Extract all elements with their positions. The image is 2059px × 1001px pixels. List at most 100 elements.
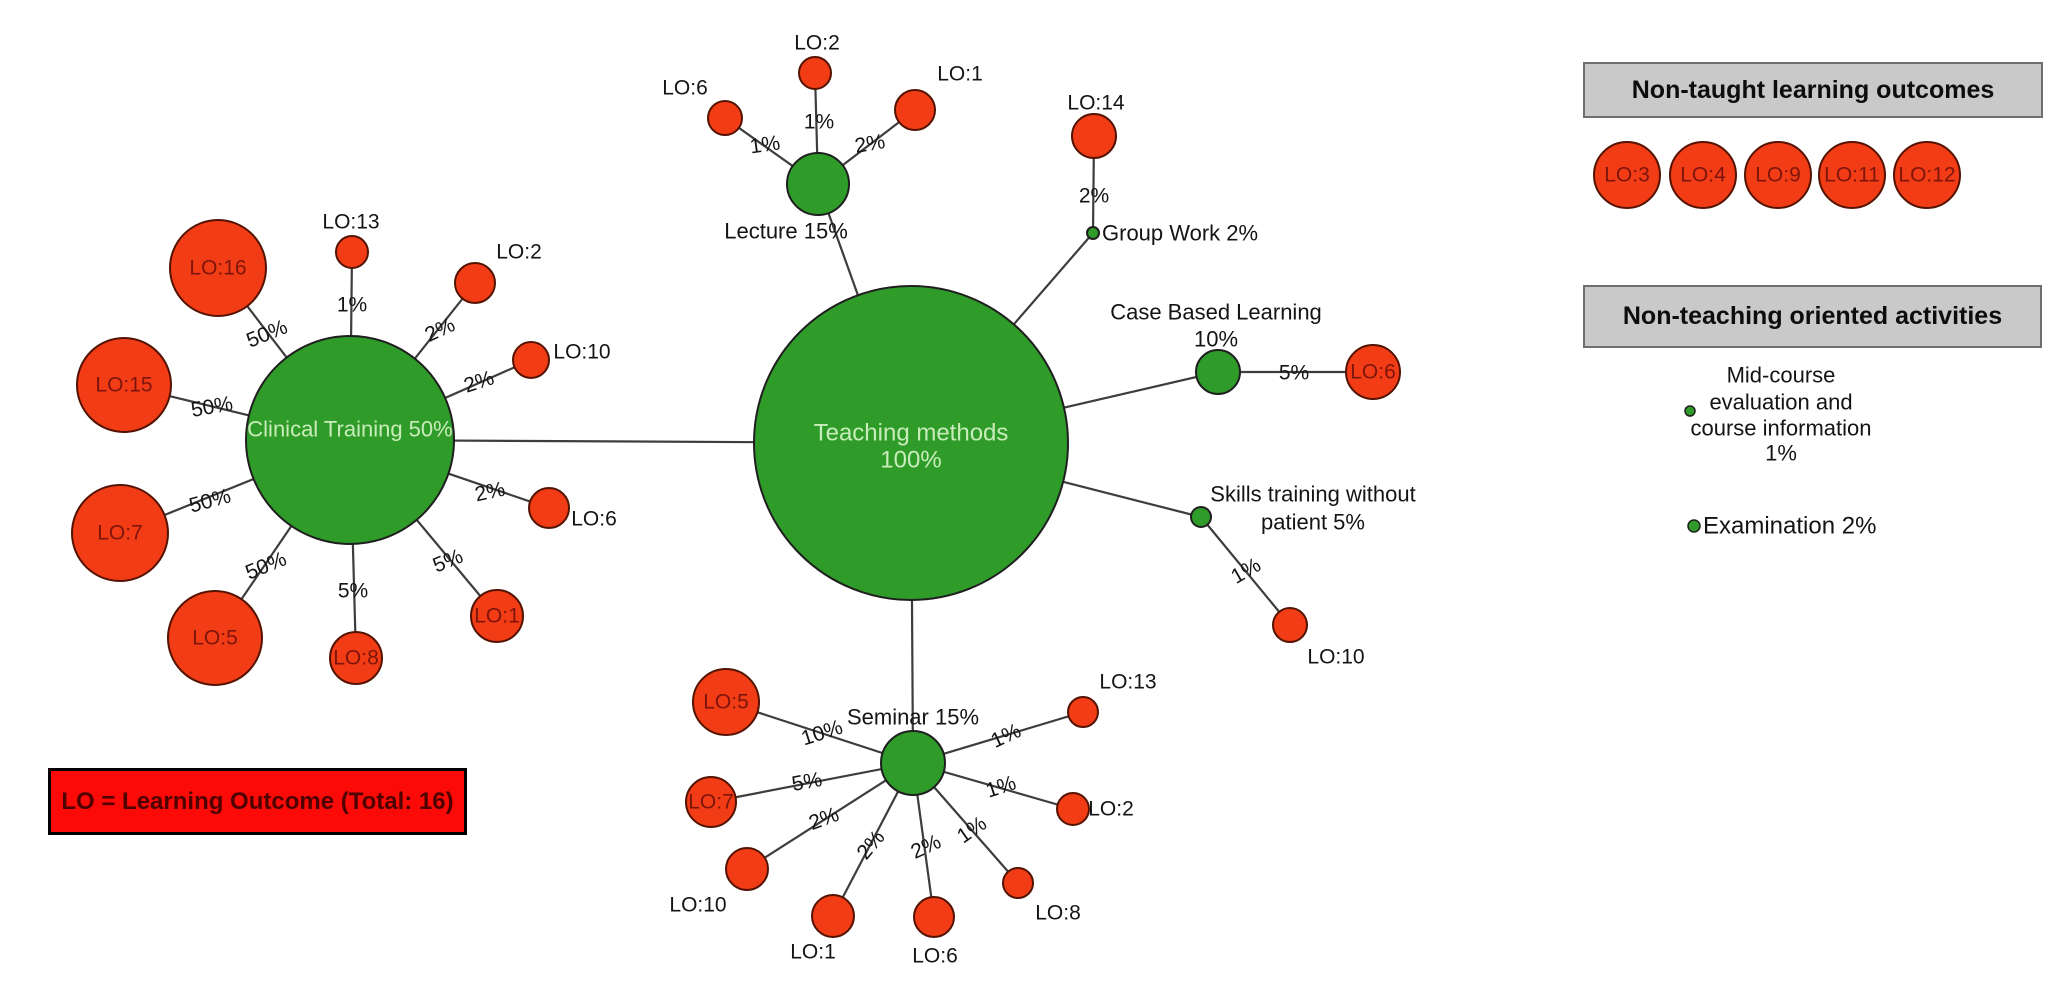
lo-circle-groupwork-lo14 (1071, 113, 1117, 159)
pct-label-clinical-lo5: 50% (242, 547, 290, 584)
legend-activity-text-1: Examination 2% (1703, 513, 1876, 540)
legend-activity-text-0: 1% (1765, 441, 1797, 466)
lo-label-clinical-lo5: LO:5 (192, 627, 238, 650)
lo-circle-clinical-lo1 (470, 589, 524, 643)
pct-label-seminar-lo1: 2% (852, 826, 889, 864)
lo-label-seminar-lo8: LO:8 (1035, 902, 1081, 925)
legend-lo4-label: LO:4 (1680, 164, 1726, 187)
legend-activity-text-0: evaluation and (1709, 390, 1852, 415)
lo-circle-seminar-lo10 (725, 847, 769, 891)
pct-label-clinical-lo16: 50% (243, 315, 291, 352)
lo-circle-lecture-lo2 (798, 56, 832, 90)
lo-label-seminar-lo5: LO:5 (703, 691, 749, 714)
lo-label-clinical-lo1: LO:1 (474, 605, 520, 628)
legend-lo3-circle (1593, 141, 1661, 209)
pct-label-seminar-lo13: 1% (987, 719, 1024, 753)
activity-label-skills: patient 5% (1261, 510, 1365, 535)
pct-label-seminar-lo5: 10% (798, 716, 845, 751)
lo-circle-seminar-lo5 (692, 668, 760, 736)
lo-circle-seminar-lo7 (685, 776, 737, 828)
edge-skills-lo10 (1200, 516, 1291, 626)
lo-label-lecture-lo6: LO:6 (662, 77, 708, 100)
lo-label-clinical-lo2: LO:2 (496, 241, 542, 264)
lo-label-clinical-lo8: LO:8 (333, 647, 379, 670)
lo-label-lecture-lo2: LO:2 (794, 32, 840, 55)
lo-label-lecture-lo1: LO:1 (937, 63, 983, 86)
legend-activity-text-0: Mid-course (1727, 363, 1836, 388)
lo-circle-clinical-lo10 (512, 341, 550, 379)
pct-label-clinical-lo13: 1% (337, 294, 367, 317)
activity-node-clinical (245, 335, 455, 545)
lo-label-clinical-lo13: LO:13 (322, 211, 379, 234)
lo-label-seminar-lo7: LO:7 (688, 791, 734, 814)
pct-label-seminar-lo8: 1% (953, 812, 991, 848)
lo-circle-clinical-lo5 (167, 590, 263, 686)
lo-abbreviation-note-text: LO = Learning Outcome (Total: 16) (61, 787, 454, 815)
lo-circle-seminar-lo8 (1002, 867, 1034, 899)
lo-circle-clinical-lo6 (528, 487, 570, 529)
lo-circle-clinical-lo7 (71, 484, 169, 582)
lo-label-skills-lo10: LO:10 (1307, 646, 1364, 669)
activity-label-clinical: Clinical Training 50% (247, 417, 452, 442)
legend-activity-dot-1 (1687, 519, 1701, 533)
pct-label-clinical-lo8: 5% (338, 580, 368, 603)
legend-non-teaching-title: Non-teaching oriented activities (1622, 302, 2003, 330)
edge-seminar-lo7 (710, 761, 914, 804)
lo-label-groupwork-lo14: LO:14 (1067, 92, 1125, 115)
lo-abbreviation-note: LO = Learning Outcome (Total: 16) (48, 768, 467, 835)
legend-lo3-label: LO:3 (1604, 164, 1650, 187)
activity-node-cbl (1195, 349, 1241, 395)
legend-activity-text-0: course information (1691, 416, 1872, 441)
pct-label-lecture-lo1: 2% (853, 130, 887, 158)
activity-label-teaching: 100% (880, 447, 941, 474)
lo-circle-clinical-lo16 (169, 219, 267, 317)
lo-circle-seminar-lo6 (913, 896, 955, 938)
lo-label-seminar-lo13: LO:13 (1099, 671, 1156, 694)
lo-label-clinical-lo16: LO:16 (189, 257, 246, 280)
legend-non-taught-header: Non-taught learning outcomes (1583, 62, 2043, 118)
activity-node-skills (1190, 506, 1212, 528)
lo-circle-lecture-lo1 (894, 89, 936, 131)
activity-node-teaching (753, 285, 1069, 601)
activity-node-groupwork (1086, 226, 1100, 240)
legend-activity-dot-0 (1684, 405, 1696, 417)
pct-label-seminar-lo7: 5% (790, 768, 824, 796)
lo-circle-lecture-lo6 (707, 100, 743, 136)
lo-circle-seminar-lo2 (1056, 792, 1090, 826)
legend-lo11-label: LO:11 (1824, 164, 1880, 187)
activity-node-lecture (786, 152, 850, 216)
pct-label-seminar-lo10: 2% (806, 803, 842, 835)
legend-lo12-label: LO:12 (1898, 164, 1955, 187)
lo-circle-clinical-lo15 (76, 337, 172, 433)
lo-label-cbl-lo6: LO:6 (1350, 361, 1396, 384)
legend-lo4-circle (1669, 141, 1737, 209)
pct-label-lecture-lo2: 1% (804, 111, 834, 134)
pct-label-clinical-lo15: 50% (189, 392, 234, 422)
legend-lo9-label: LO:9 (1755, 164, 1801, 187)
lo-circle-clinical-lo13 (335, 235, 369, 269)
lo-label-clinical-lo7: LO:7 (97, 522, 143, 545)
legend-non-taught-title: Non-taught learning outcomes (1631, 75, 1995, 104)
lo-label-seminar-lo6: LO:6 (912, 945, 958, 968)
lo-circle-seminar-lo1 (811, 894, 855, 938)
legend-non-teaching-header: Non-teaching oriented activities (1583, 285, 2042, 348)
activity-label-seminar: Seminar 15% (847, 705, 979, 730)
lo-circle-skills-lo10 (1272, 607, 1308, 643)
activity-label-cbl: 10% (1194, 327, 1238, 352)
lo-label-clinical-lo6: LO:6 (571, 508, 617, 531)
activity-label-cbl: Case Based Learning (1110, 300, 1322, 325)
lo-circle-cbl-lo6 (1345, 344, 1401, 400)
pct-label-lecture-lo6: 1% (748, 131, 781, 158)
legend-lo11-circle (1818, 141, 1886, 209)
pct-label-seminar-lo2: 1% (983, 771, 1019, 802)
lo-circle-clinical-lo8 (329, 631, 383, 685)
lo-label-seminar-lo1: LO:1 (790, 941, 836, 964)
pct-label-clinical-lo6: 2% (473, 478, 507, 507)
pct-label-clinical-lo10: 2% (461, 366, 497, 397)
pct-label-clinical-lo7: 50% (187, 484, 234, 517)
activity-node-seminar (880, 730, 946, 796)
lo-label-seminar-lo2: LO:2 (1088, 798, 1134, 821)
lo-circle-clinical-lo2 (454, 262, 496, 304)
